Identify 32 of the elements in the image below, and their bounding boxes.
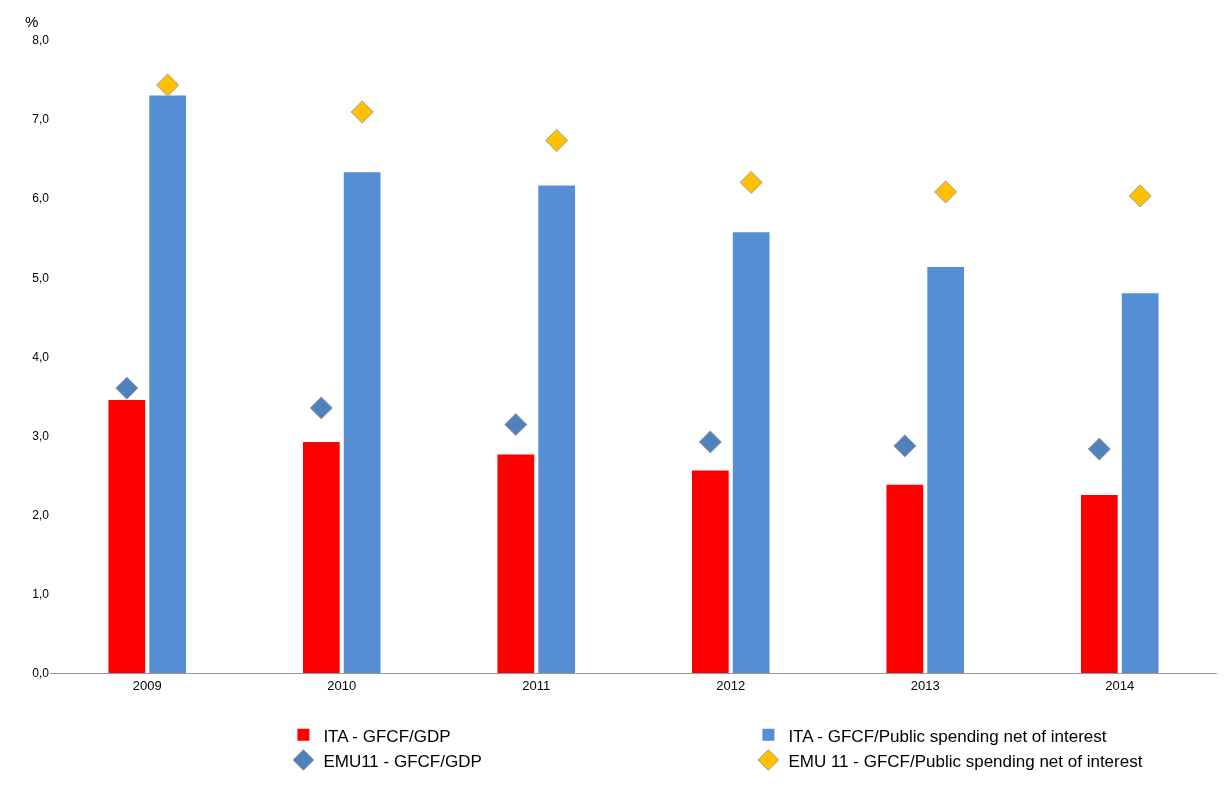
y-tick-label: 6,0: [32, 191, 50, 206]
y-tick-label: 0,0: [32, 666, 50, 681]
x-tick-label: 2014: [1105, 677, 1135, 693]
bar: [1080, 494, 1118, 673]
y-tick-label: 3,0: [32, 428, 50, 443]
y-tick-label: 7,0: [32, 112, 50, 127]
x-tick-label: 2012: [716, 677, 746, 693]
legend-label: ITA - GFCF/Public spending net of interest: [788, 726, 1107, 746]
bar: [538, 185, 576, 673]
legend-label: EMU11 - GFCF/GDP: [323, 751, 482, 771]
bar: [149, 95, 187, 673]
x-tick-label: 2010: [327, 677, 357, 693]
bar: [1121, 293, 1159, 673]
bar: [497, 454, 535, 673]
y-axis-title: %: [25, 13, 39, 30]
legend-label: ITA - GFCF/GDP: [323, 726, 451, 746]
legend-label: EMU 11 - GFCF/Public spending net of interest: [788, 751, 1143, 771]
y-tick-label: 8,0: [32, 33, 50, 48]
x-tick-label: 2009: [132, 677, 162, 693]
x-tick-label: 2013: [910, 677, 940, 693]
y-tick-label: 4,0: [32, 349, 50, 364]
bar: [732, 232, 770, 673]
bar: [927, 267, 965, 673]
x-tick-label: 2011: [522, 677, 551, 693]
y-tick-label: 1,0: [32, 587, 50, 602]
bar: [108, 400, 146, 673]
bar: [886, 484, 924, 673]
y-tick-label: 2,0: [32, 507, 50, 522]
y-tick-label: 5,0: [32, 270, 50, 285]
bar: [691, 470, 729, 673]
bar: [302, 441, 340, 673]
bar: [343, 172, 381, 673]
